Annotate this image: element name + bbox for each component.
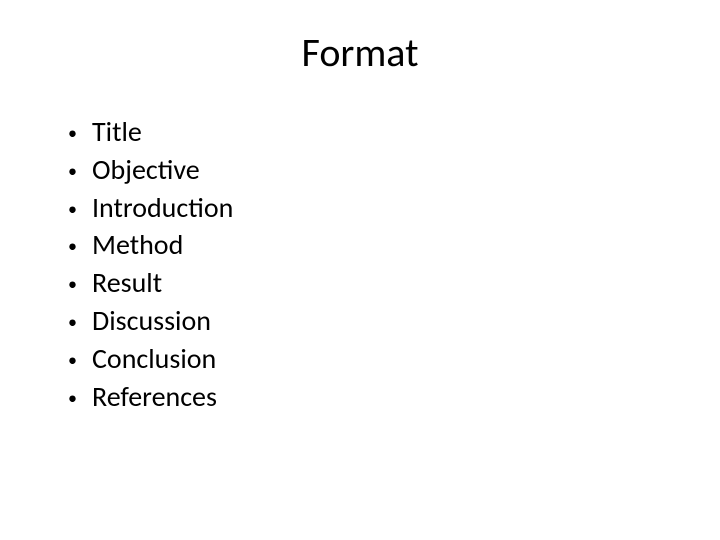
bullet-text: Conclusion xyxy=(92,340,216,378)
slide-container: Format • Title • Objective • Introductio… xyxy=(0,0,720,540)
bullet-text: Objective xyxy=(92,151,200,189)
bullet-icon: • xyxy=(68,197,92,221)
bullet-icon: • xyxy=(68,310,92,334)
bullet-text: Introduction xyxy=(92,189,233,227)
slide-title: Format xyxy=(50,28,670,77)
list-item: • Method xyxy=(68,226,670,264)
bullet-icon: • xyxy=(68,234,92,258)
list-item: • Objective xyxy=(68,151,670,189)
bullet-list: • Title • Objective • Introduction • Met… xyxy=(50,113,670,415)
bullet-text: References xyxy=(92,378,217,416)
bullet-text: Discussion xyxy=(92,302,211,340)
list-item: • Result xyxy=(68,264,670,302)
list-item: • Introduction xyxy=(68,189,670,227)
list-item: • Conclusion xyxy=(68,340,670,378)
list-item: • Title xyxy=(68,113,670,151)
bullet-icon: • xyxy=(68,121,92,145)
list-item: • Discussion xyxy=(68,302,670,340)
bullet-text: Title xyxy=(92,113,142,151)
bullet-text: Method xyxy=(92,226,183,264)
list-item: • References xyxy=(68,378,670,416)
bullet-icon: • xyxy=(68,159,92,183)
bullet-icon: • xyxy=(68,386,92,410)
bullet-icon: • xyxy=(68,272,92,296)
bullet-text: Result xyxy=(92,264,162,302)
bullet-icon: • xyxy=(68,348,92,372)
